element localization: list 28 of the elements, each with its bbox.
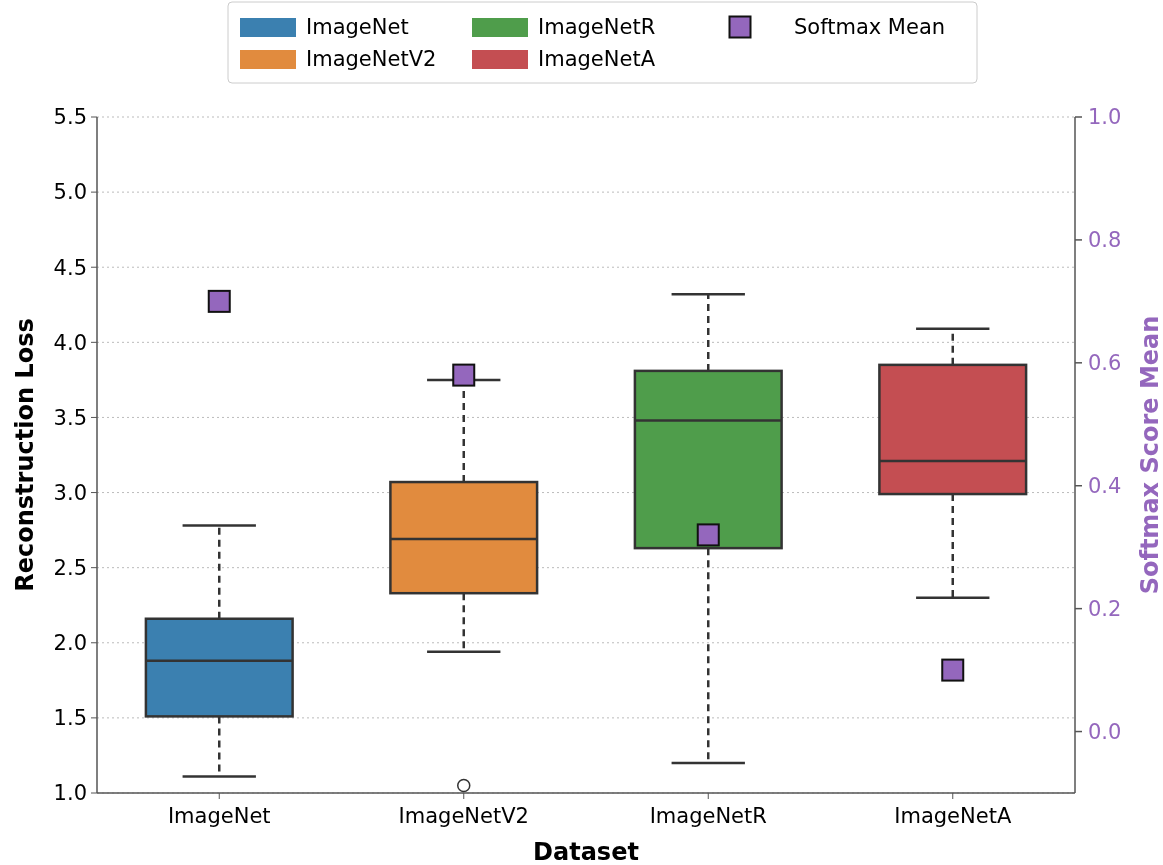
y2-tick-label: 0.0 (1088, 719, 1122, 744)
x-axis-title: Dataset (533, 838, 639, 865)
y-tick-label: 4.5 (53, 255, 87, 280)
y2-axis-title: Softmax Score Mean (1136, 315, 1163, 595)
y2-tick-label: 0.8 (1088, 228, 1122, 253)
y2-tick-label: 0.4 (1088, 474, 1122, 499)
y-tick-label: 3.0 (53, 480, 87, 505)
x-tick-label: ImageNetV2 (398, 804, 529, 828)
category-label: ImageNetR (538, 15, 656, 40)
x-tick-label: ImageNetR (649, 804, 767, 828)
y-axis-title: Reconstruction Loss (11, 318, 39, 592)
y2-tick-label: 1.0 (1088, 105, 1122, 130)
legend-label: Softmax Mean (794, 15, 946, 40)
x-tick-label: ImageNet (167, 804, 271, 828)
text: 1.5 (53, 706, 87, 731)
y-tick-label: 3.5 (53, 405, 87, 430)
y-tick-label: 5.5 (53, 105, 87, 130)
y-tick-label: 4.0 (53, 330, 87, 355)
y-tick-label: 5.0 (53, 180, 87, 205)
y-tick-label: 1.0 (53, 781, 87, 806)
category-label: ImageNetA (538, 47, 655, 72)
category-label: ImageNet (306, 15, 409, 40)
y2-tick-label: 0.6 (1088, 351, 1122, 376)
y-tick-label: 2.5 (53, 556, 87, 581)
y-tick-label: 2.0 (53, 631, 87, 656)
category-label: ImageNetV2 (306, 47, 437, 72)
y2-tick-label: 0.2 (1088, 596, 1122, 621)
x-tick-label: ImageNetA (894, 804, 1012, 828)
